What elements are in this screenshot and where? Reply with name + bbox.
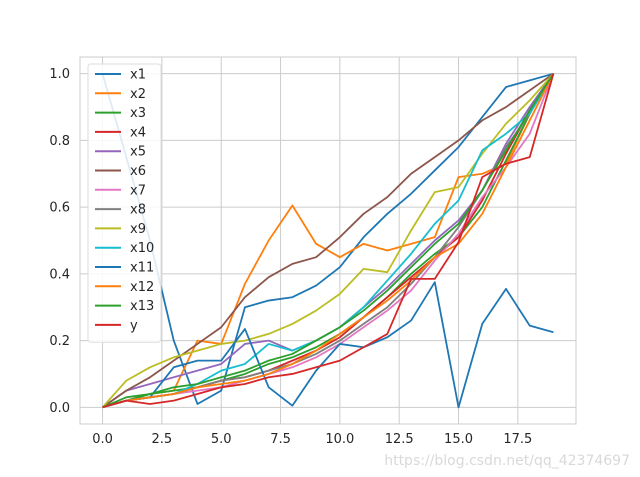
- legend-label: y: [130, 318, 138, 333]
- legend-label: x9: [130, 222, 146, 237]
- series-line-x2: [102, 73, 555, 409]
- watermark-text: https://blog.csdn.net/qq_42374697: [384, 453, 630, 469]
- legend-box: [87, 63, 162, 343]
- legend-label: x1: [130, 68, 146, 83]
- axis-ticks: 0.0 2.5 5.0 7.5 10.0 12.5 15.0 17.5 0.0 0.2 0.4 0.6…: [49, 67, 532, 447]
- legend-label: x3: [130, 106, 146, 121]
- series-line-x1: [101, 72, 554, 405]
- legend: x1 x2 x3 x4 x5 x6 x7 x8 x9 x10 x11 x12 x13 y: [87, 63, 162, 343]
- series-line-x13: [102, 73, 555, 409]
- x-tick-label: 10.0: [325, 432, 354, 447]
- y-tick-label: 0.6: [49, 201, 70, 216]
- x-tick-label: 17.5: [503, 432, 532, 447]
- x-tick-label: 2.5: [152, 432, 173, 447]
- series-line-y: [102, 73, 555, 409]
- legend-label: x13: [130, 299, 154, 314]
- series-line-x6: [102, 72, 554, 409]
- legend-label: x8: [130, 203, 146, 218]
- series-layer: [101, 72, 555, 409]
- legend-label: x2: [130, 87, 146, 102]
- x-tick-label: 15.0: [444, 432, 473, 447]
- y-tick-label: 0.2: [49, 334, 70, 349]
- series-line-x3: [102, 73, 555, 409]
- legend-label: x5: [130, 145, 146, 160]
- legend-label: x6: [130, 164, 146, 179]
- y-tick-label: 0.8: [49, 134, 70, 149]
- y-tick-label: 0.4: [49, 267, 70, 282]
- x-tick-label: 5.0: [211, 432, 232, 447]
- series-line-x12: [102, 73, 555, 409]
- x-tick-label: 7.5: [270, 432, 291, 447]
- legend-label: x7: [130, 183, 146, 198]
- y-tick-label: 1.0: [49, 67, 70, 82]
- y-tick-label: 0.0: [49, 401, 70, 416]
- x-tick-label: 12.5: [385, 432, 414, 447]
- plot-frame: [79, 56, 577, 425]
- legend-label: x10: [130, 241, 154, 256]
- x-tick-label: 0.0: [92, 432, 113, 447]
- series-line-x11: [102, 281, 554, 409]
- legend-label: x12: [130, 280, 154, 295]
- legend-label: x4: [130, 125, 146, 140]
- legend-label: x11: [130, 261, 154, 276]
